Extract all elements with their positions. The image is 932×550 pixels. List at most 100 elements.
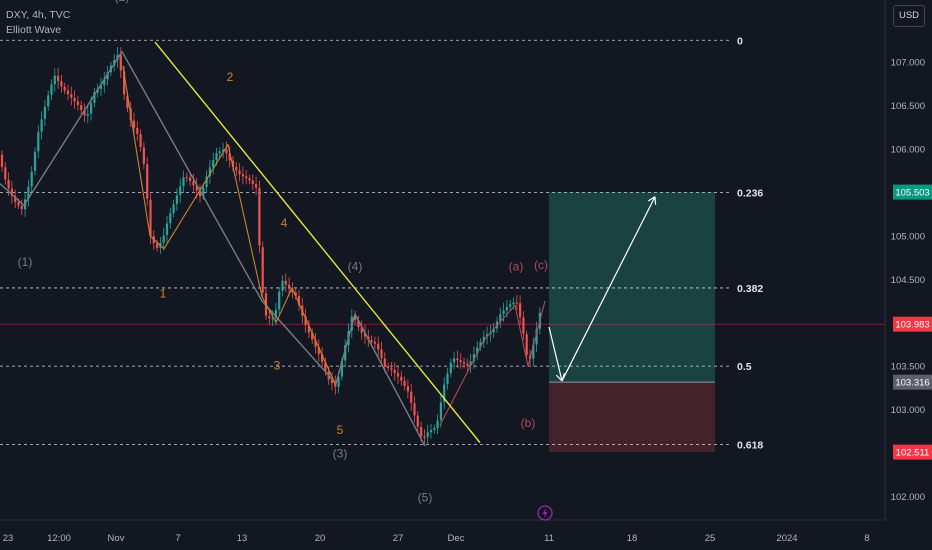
x-tick-label: 8: [864, 533, 869, 544]
candle-body: [535, 329, 538, 345]
candle-body: [99, 85, 103, 89]
x-tick-label: 20: [315, 533, 326, 544]
x-tick-label: 18: [627, 533, 638, 544]
x-tick-label: 12:00: [47, 533, 71, 544]
wave-label: (5): [418, 491, 433, 505]
candle-body: [383, 358, 386, 367]
stop-price-box: [893, 444, 932, 460]
candle-body: [330, 379, 334, 384]
candle-body: [278, 291, 281, 310]
candle-body: [50, 84, 53, 95]
elliott-wave-primary[interactable]: [0, 50, 426, 447]
profit-zone[interactable]: [549, 192, 715, 383]
candle-body: [344, 345, 347, 361]
symbol-header[interactable]: DXY, 4h, TVC: [6, 9, 71, 21]
elliott-wave-correction[interactable]: [439, 300, 546, 426]
x-tick-label: 27: [393, 533, 404, 544]
candle-body: [271, 318, 274, 320]
wave-label: (1): [18, 255, 33, 269]
candle-body: [70, 94, 73, 98]
x-tick-label: Dec: [448, 533, 465, 544]
loss-zone[interactable]: [549, 382, 715, 453]
candle-body: [215, 153, 218, 160]
candle-body: [334, 383, 337, 387]
candle-body: [156, 243, 159, 248]
candle-body: [307, 325, 310, 333]
projection-arrow[interactable]: [548, 326, 563, 382]
candle-body: [80, 105, 83, 111]
candle-body: [123, 71, 126, 95]
candle-body: [258, 187, 261, 246]
candle-body: [251, 180, 254, 185]
elliott-wave-intermediate[interactable]: [122, 66, 336, 384]
candle-body: [60, 81, 63, 87]
candle-body: [291, 288, 294, 293]
candle-body: [192, 181, 195, 186]
candle-body: [453, 358, 456, 363]
candle-body: [449, 362, 452, 374]
candle-body: [321, 354, 324, 363]
candle-body: [198, 190, 202, 197]
candle-body: [466, 363, 469, 366]
candle-body: [420, 426, 423, 437]
candle-body: [439, 402, 442, 420]
y-tick-label: 105.000: [891, 231, 925, 242]
y-tick-label: 106.500: [891, 101, 925, 112]
projection-arrow[interactable]: [561, 196, 656, 382]
candle-body: [165, 223, 169, 236]
currency-button[interactable]: USD: [893, 5, 925, 27]
candle-body: [175, 195, 178, 205]
last-price-box-label: 103.983: [895, 320, 929, 331]
candle-body: [525, 334, 528, 356]
candle-body: [476, 347, 479, 354]
candle-body: [472, 354, 475, 362]
candle-body: [238, 170, 241, 175]
lightning-icon[interactable]: [537, 505, 553, 521]
candle-body: [370, 340, 373, 342]
candle-body: [499, 314, 502, 322]
candle-body: [423, 436, 426, 438]
wave-label: (4): [348, 260, 363, 274]
candle-body: [37, 132, 40, 152]
candle-body: [205, 176, 208, 187]
candle-body: [340, 360, 343, 377]
candle-body: [63, 86, 66, 91]
last-price-box: [893, 316, 932, 332]
fib-level-label: 0.5: [737, 361, 752, 373]
candle-body: [142, 147, 145, 164]
trendline[interactable]: [154, 41, 481, 444]
candle-body: [202, 187, 205, 197]
candle-body: [106, 72, 109, 80]
candle-body: [522, 317, 525, 334]
target-price-box-label: 105.503: [895, 188, 929, 199]
candle-body: [459, 360, 462, 362]
y-tick-label: 106.000: [891, 144, 925, 155]
wave-label: 4: [281, 216, 288, 230]
candle-body: [304, 316, 307, 326]
x-tick-label: 7: [175, 533, 180, 544]
candle-body: [396, 373, 400, 377]
candle-body: [86, 113, 89, 116]
candle-body: [241, 174, 244, 177]
indicator-name[interactable]: Elliott Wave: [6, 24, 62, 36]
candle-body: [83, 110, 86, 116]
candle-body: [433, 428, 436, 430]
candle-body: [443, 384, 446, 402]
candle-body: [162, 235, 165, 243]
candle-body: [119, 54, 122, 71]
candle-body: [139, 134, 142, 148]
fib-level-label: 0.236: [737, 187, 763, 199]
y-tick-label: 102.000: [891, 492, 925, 503]
candle-body: [410, 391, 413, 403]
wave-label: 5: [337, 423, 344, 437]
candle-body: [509, 304, 512, 307]
candle-body: [182, 177, 185, 187]
candle-body: [40, 119, 43, 132]
candle-body: [377, 343, 380, 350]
candle-body: [225, 149, 228, 154]
candle-body: [314, 339, 317, 347]
candle-body: [387, 366, 390, 369]
candle-body: [446, 373, 449, 385]
